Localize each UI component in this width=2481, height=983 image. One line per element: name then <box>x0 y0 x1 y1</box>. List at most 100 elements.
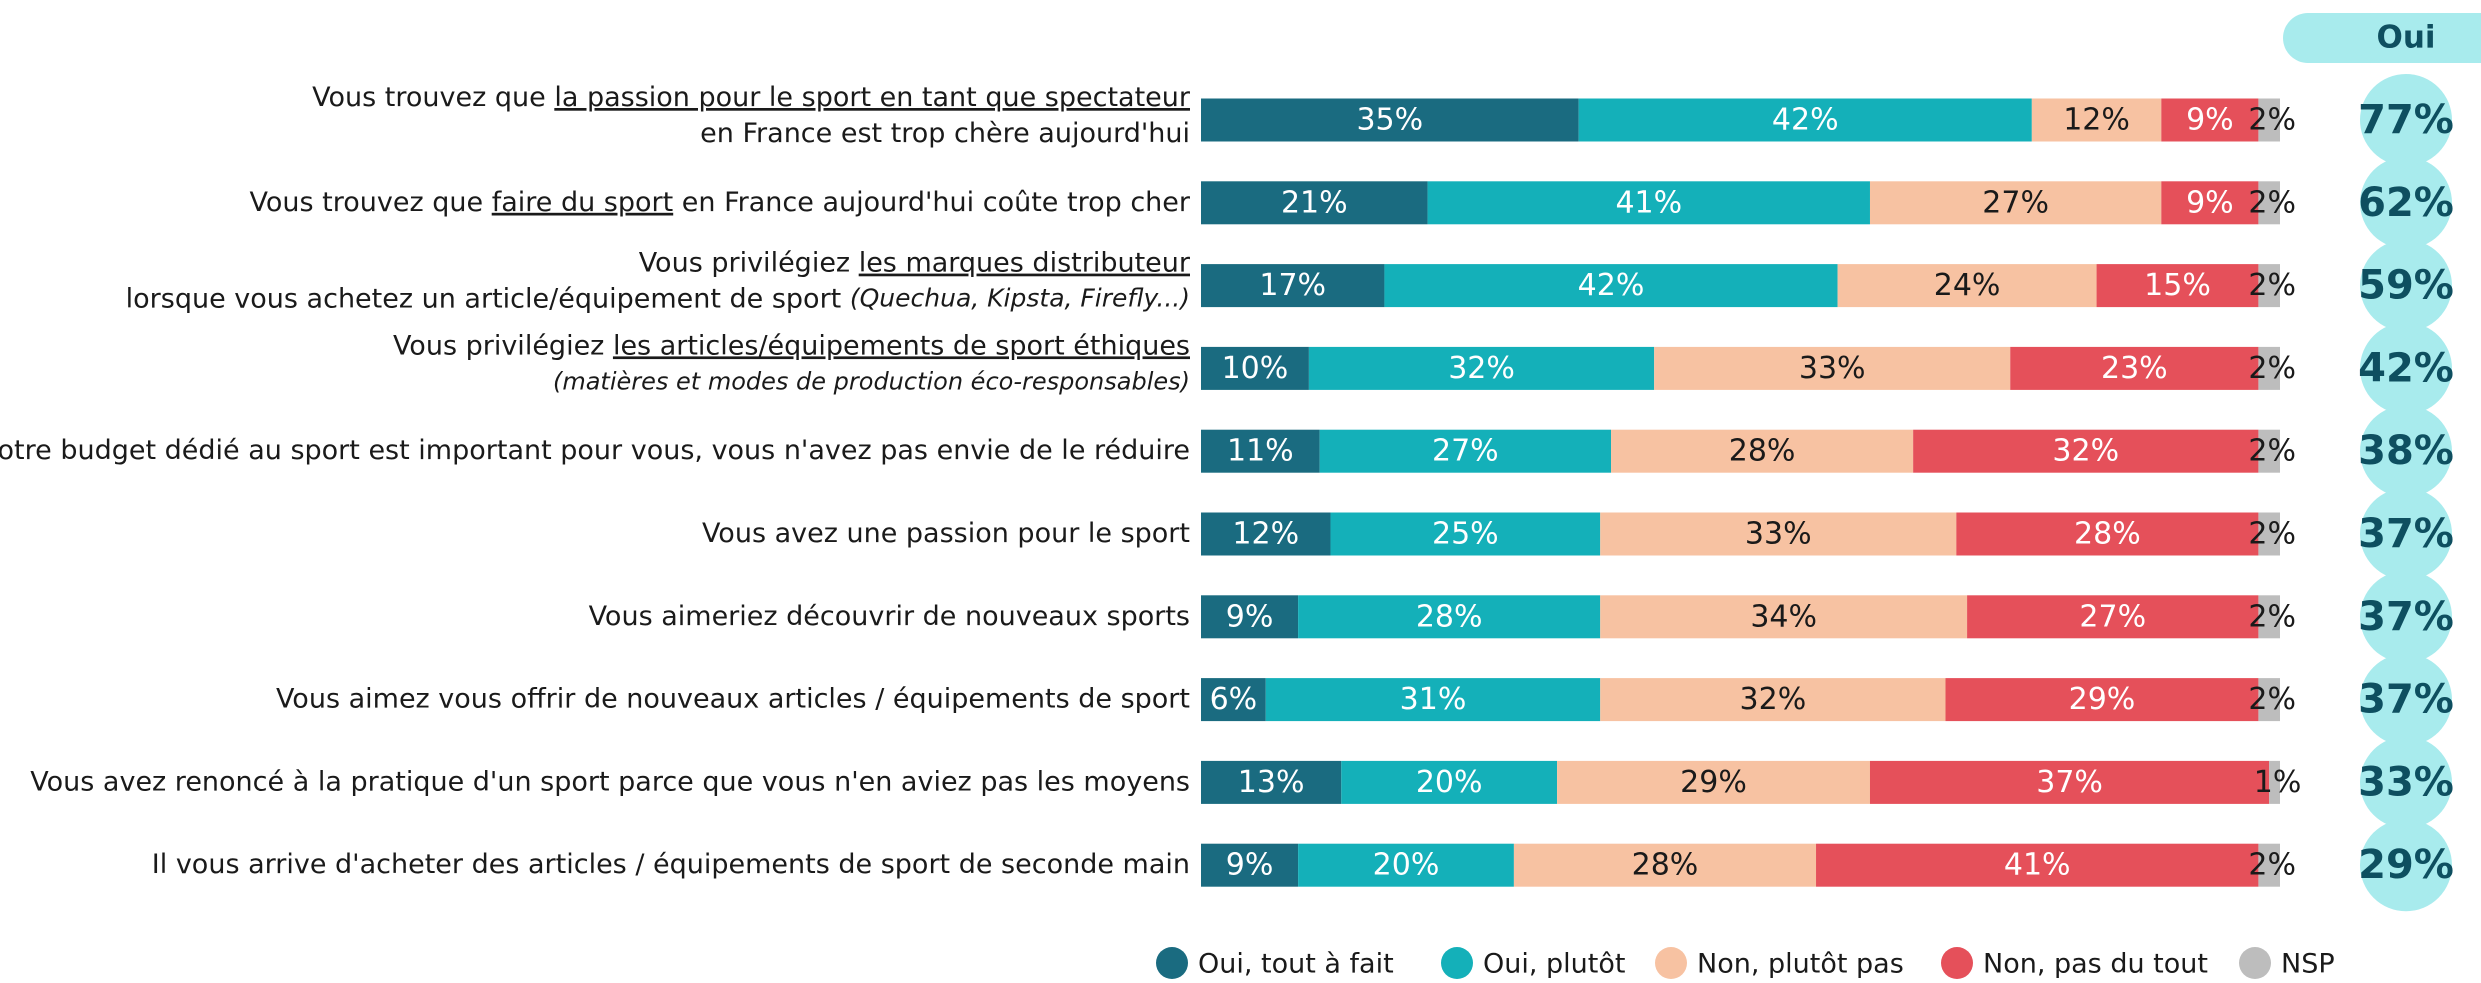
value-label: 2% <box>2248 682 2296 717</box>
oui-badge <box>2360 488 2452 580</box>
legend-marker <box>1655 947 1687 979</box>
category-label-part: Vous aimez vous offrir de nouveaux artic… <box>276 683 1190 714</box>
bar-segment <box>1201 98 1579 142</box>
bar-segment <box>1600 595 1968 639</box>
bar-segment <box>1600 678 1946 722</box>
value-label: 28% <box>2074 517 2141 552</box>
bar-segment <box>1330 512 1601 556</box>
value-label: 9% <box>1226 599 1274 634</box>
value-label: 35% <box>1356 103 1423 138</box>
value-label: 27% <box>1982 185 2049 220</box>
value-label: 31% <box>1400 682 1467 717</box>
bar-segment <box>2258 843 2280 887</box>
legend-label: Non, plutôt pas <box>1697 949 1904 980</box>
bar-segment <box>1513 843 1817 887</box>
bar-segment <box>2161 98 2259 142</box>
oui-header-bg <box>2283 13 2481 63</box>
oui-value: 29% <box>2358 842 2454 888</box>
category-label: Vous avez une passion pour le sport <box>702 518 1190 549</box>
value-label: 2% <box>2248 434 2296 469</box>
oui-badge <box>2360 322 2452 415</box>
bar-segment <box>1869 760 2270 804</box>
bar-segment <box>1341 760 1558 804</box>
value-label: 1% <box>2254 765 2302 800</box>
oui-badge <box>2360 736 2452 829</box>
bar-segment <box>2031 98 2162 142</box>
category-label: Il vous arrive d'acheter des articles / … <box>152 849 1190 880</box>
category-label-part: lorsque vous achetez un article/équipeme… <box>126 283 850 314</box>
value-label: 12% <box>1232 517 1299 552</box>
oui-value: 62% <box>2358 180 2454 226</box>
category-label-part: Vous privilégiez <box>393 330 613 361</box>
bar-segment <box>1945 678 2259 722</box>
bar-segment <box>1611 429 1914 473</box>
value-label: 24% <box>1934 268 2001 303</box>
category-label-part: Votre budget dédié au sport est importan… <box>0 435 1190 466</box>
category-label-part: les articles/équipements de sport éthiqu… <box>613 330 1190 361</box>
category-label-part: les marques distributeur <box>859 247 1191 278</box>
value-label: 34% <box>1750 599 1817 634</box>
value-label: 9% <box>2186 185 2234 220</box>
category-label-part: Vous aimeriez découvrir de nouveaux spor… <box>589 600 1190 631</box>
bar-segment <box>1869 181 2162 225</box>
bar-segment <box>1201 595 1299 639</box>
category-label: Vous aimez vous offrir de nouveaux artic… <box>276 683 1190 714</box>
oui-value: 33% <box>2358 759 2454 805</box>
category-label-part: en France est trop chère aujourd'hui <box>700 118 1190 149</box>
value-label: 10% <box>1222 351 1289 386</box>
bar-segment <box>2161 181 2259 225</box>
value-label: 20% <box>1373 848 1440 883</box>
oui-badge <box>2360 156 2452 249</box>
value-label: 2% <box>2248 599 2296 634</box>
legend-marker <box>2239 947 2271 979</box>
value-label: 41% <box>2004 848 2071 883</box>
value-label: 17% <box>1259 268 1326 303</box>
oui-value: 38% <box>2358 428 2454 474</box>
category-label: en France est trop chère aujourd'hui <box>700 118 1190 149</box>
value-label: 9% <box>2186 103 2234 138</box>
value-label: 32% <box>1448 351 1515 386</box>
oui-badge <box>2360 239 2452 332</box>
legend-marker <box>1941 947 1973 979</box>
category-label-part: Vous trouvez que <box>250 186 492 217</box>
category-label-part: Vous avez une passion pour le sport <box>702 518 1190 549</box>
value-label: 41% <box>1615 185 1682 220</box>
oui-value: 37% <box>2358 594 2454 640</box>
value-label: 9% <box>1226 848 1274 883</box>
value-label: 15% <box>2144 268 2211 303</box>
bar-segment <box>2010 346 2259 390</box>
bar-segment <box>1600 512 1957 556</box>
bar-segment <box>1427 181 1870 225</box>
category-label-part: Vous avez renoncé à la pratique d'un spo… <box>30 766 1190 797</box>
bar-segment <box>2258 678 2280 722</box>
bar-segment <box>2258 346 2280 390</box>
bar-segment <box>1913 429 2259 473</box>
value-label: 28% <box>1416 599 1483 634</box>
category-label: Vous aimeriez découvrir de nouveaux spor… <box>589 600 1190 631</box>
bar-segment <box>1201 429 1320 473</box>
value-label: 2% <box>2248 517 2296 552</box>
value-label: 33% <box>1799 351 1866 386</box>
bar-segment <box>1816 843 2259 887</box>
oui-badge <box>2360 819 2452 912</box>
bar-segment <box>1967 595 2259 639</box>
oui-value: 77% <box>2358 97 2454 143</box>
oui-header: Oui <box>2376 20 2435 56</box>
value-label: 37% <box>2036 765 2103 800</box>
category-label-part: (Quechua, Kipsta, Firefly...) <box>850 284 1190 313</box>
bar-segment <box>1956 512 2259 556</box>
category-label: Votre budget dédié au sport est importan… <box>0 435 1190 466</box>
category-label: Vous avez renoncé à la pratique d'un spo… <box>30 766 1190 797</box>
oui-value: 59% <box>2358 263 2454 309</box>
category-label: lorsque vous achetez un article/équipeme… <box>126 283 1190 314</box>
value-label: 29% <box>2069 682 2136 717</box>
value-label: 25% <box>1432 517 1499 552</box>
bar-segment <box>2258 98 2280 142</box>
bar-segment <box>1298 843 1514 887</box>
bar-segment <box>1201 760 1342 804</box>
category-label-part: la passion pour le sport en tant que spe… <box>554 82 1191 113</box>
bar-segment <box>1201 512 1331 556</box>
bar-segment <box>2258 264 2280 308</box>
bar-segment <box>1319 429 1612 473</box>
oui-value: 37% <box>2358 677 2454 723</box>
